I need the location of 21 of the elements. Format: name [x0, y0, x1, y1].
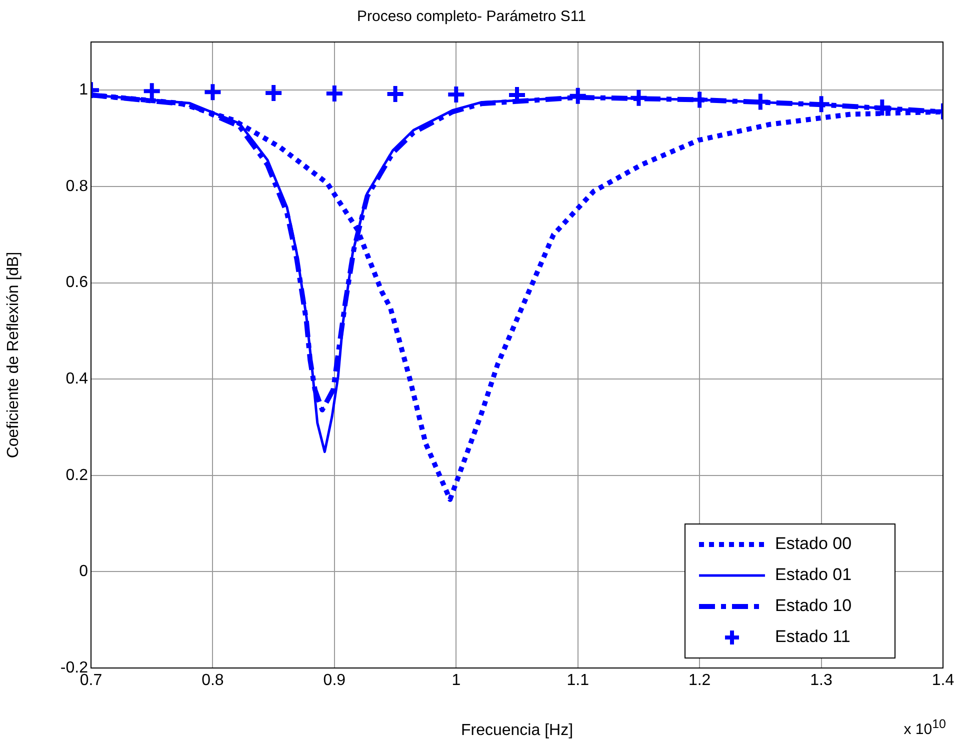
y-tick-label: 0.4 — [66, 370, 88, 388]
legend-label: Estado 01 — [775, 565, 852, 584]
x-tick-label: 1.4 — [932, 672, 954, 690]
text: x 10$^{10}$ — [904, 717, 946, 738]
y-axis-title: Coeficiente de Reflexión [dB] — [5, 252, 22, 458]
legend-label: Estado 00 — [775, 534, 852, 554]
x-axis-title: Frecuencia [Hz] — [460, 722, 574, 739]
y-tick-label: 0.8 — [66, 178, 88, 195]
y-tick-label: 0.2 — [66, 466, 88, 484]
x-tick-label: 0.9 — [323, 672, 346, 690]
y-tick-label: 0 — [79, 563, 88, 580]
x-tick-label: 1 — [452, 672, 461, 690]
x-tick-label: 1.3 — [810, 672, 833, 690]
x-tick-label: 1.2 — [688, 672, 711, 690]
x-tick-label: 1.1 — [566, 672, 590, 690]
y-tick-label: 0.6 — [66, 274, 88, 292]
x-tick-label: 0.8 — [202, 672, 224, 690]
legend-label: Estado 11 — [775, 627, 850, 646]
chart-title: Proceso completo- Parámetro S11 — [357, 8, 586, 26]
legend-label: Estado 10 — [775, 596, 852, 616]
y-tick-label: 1 — [79, 82, 88, 99]
